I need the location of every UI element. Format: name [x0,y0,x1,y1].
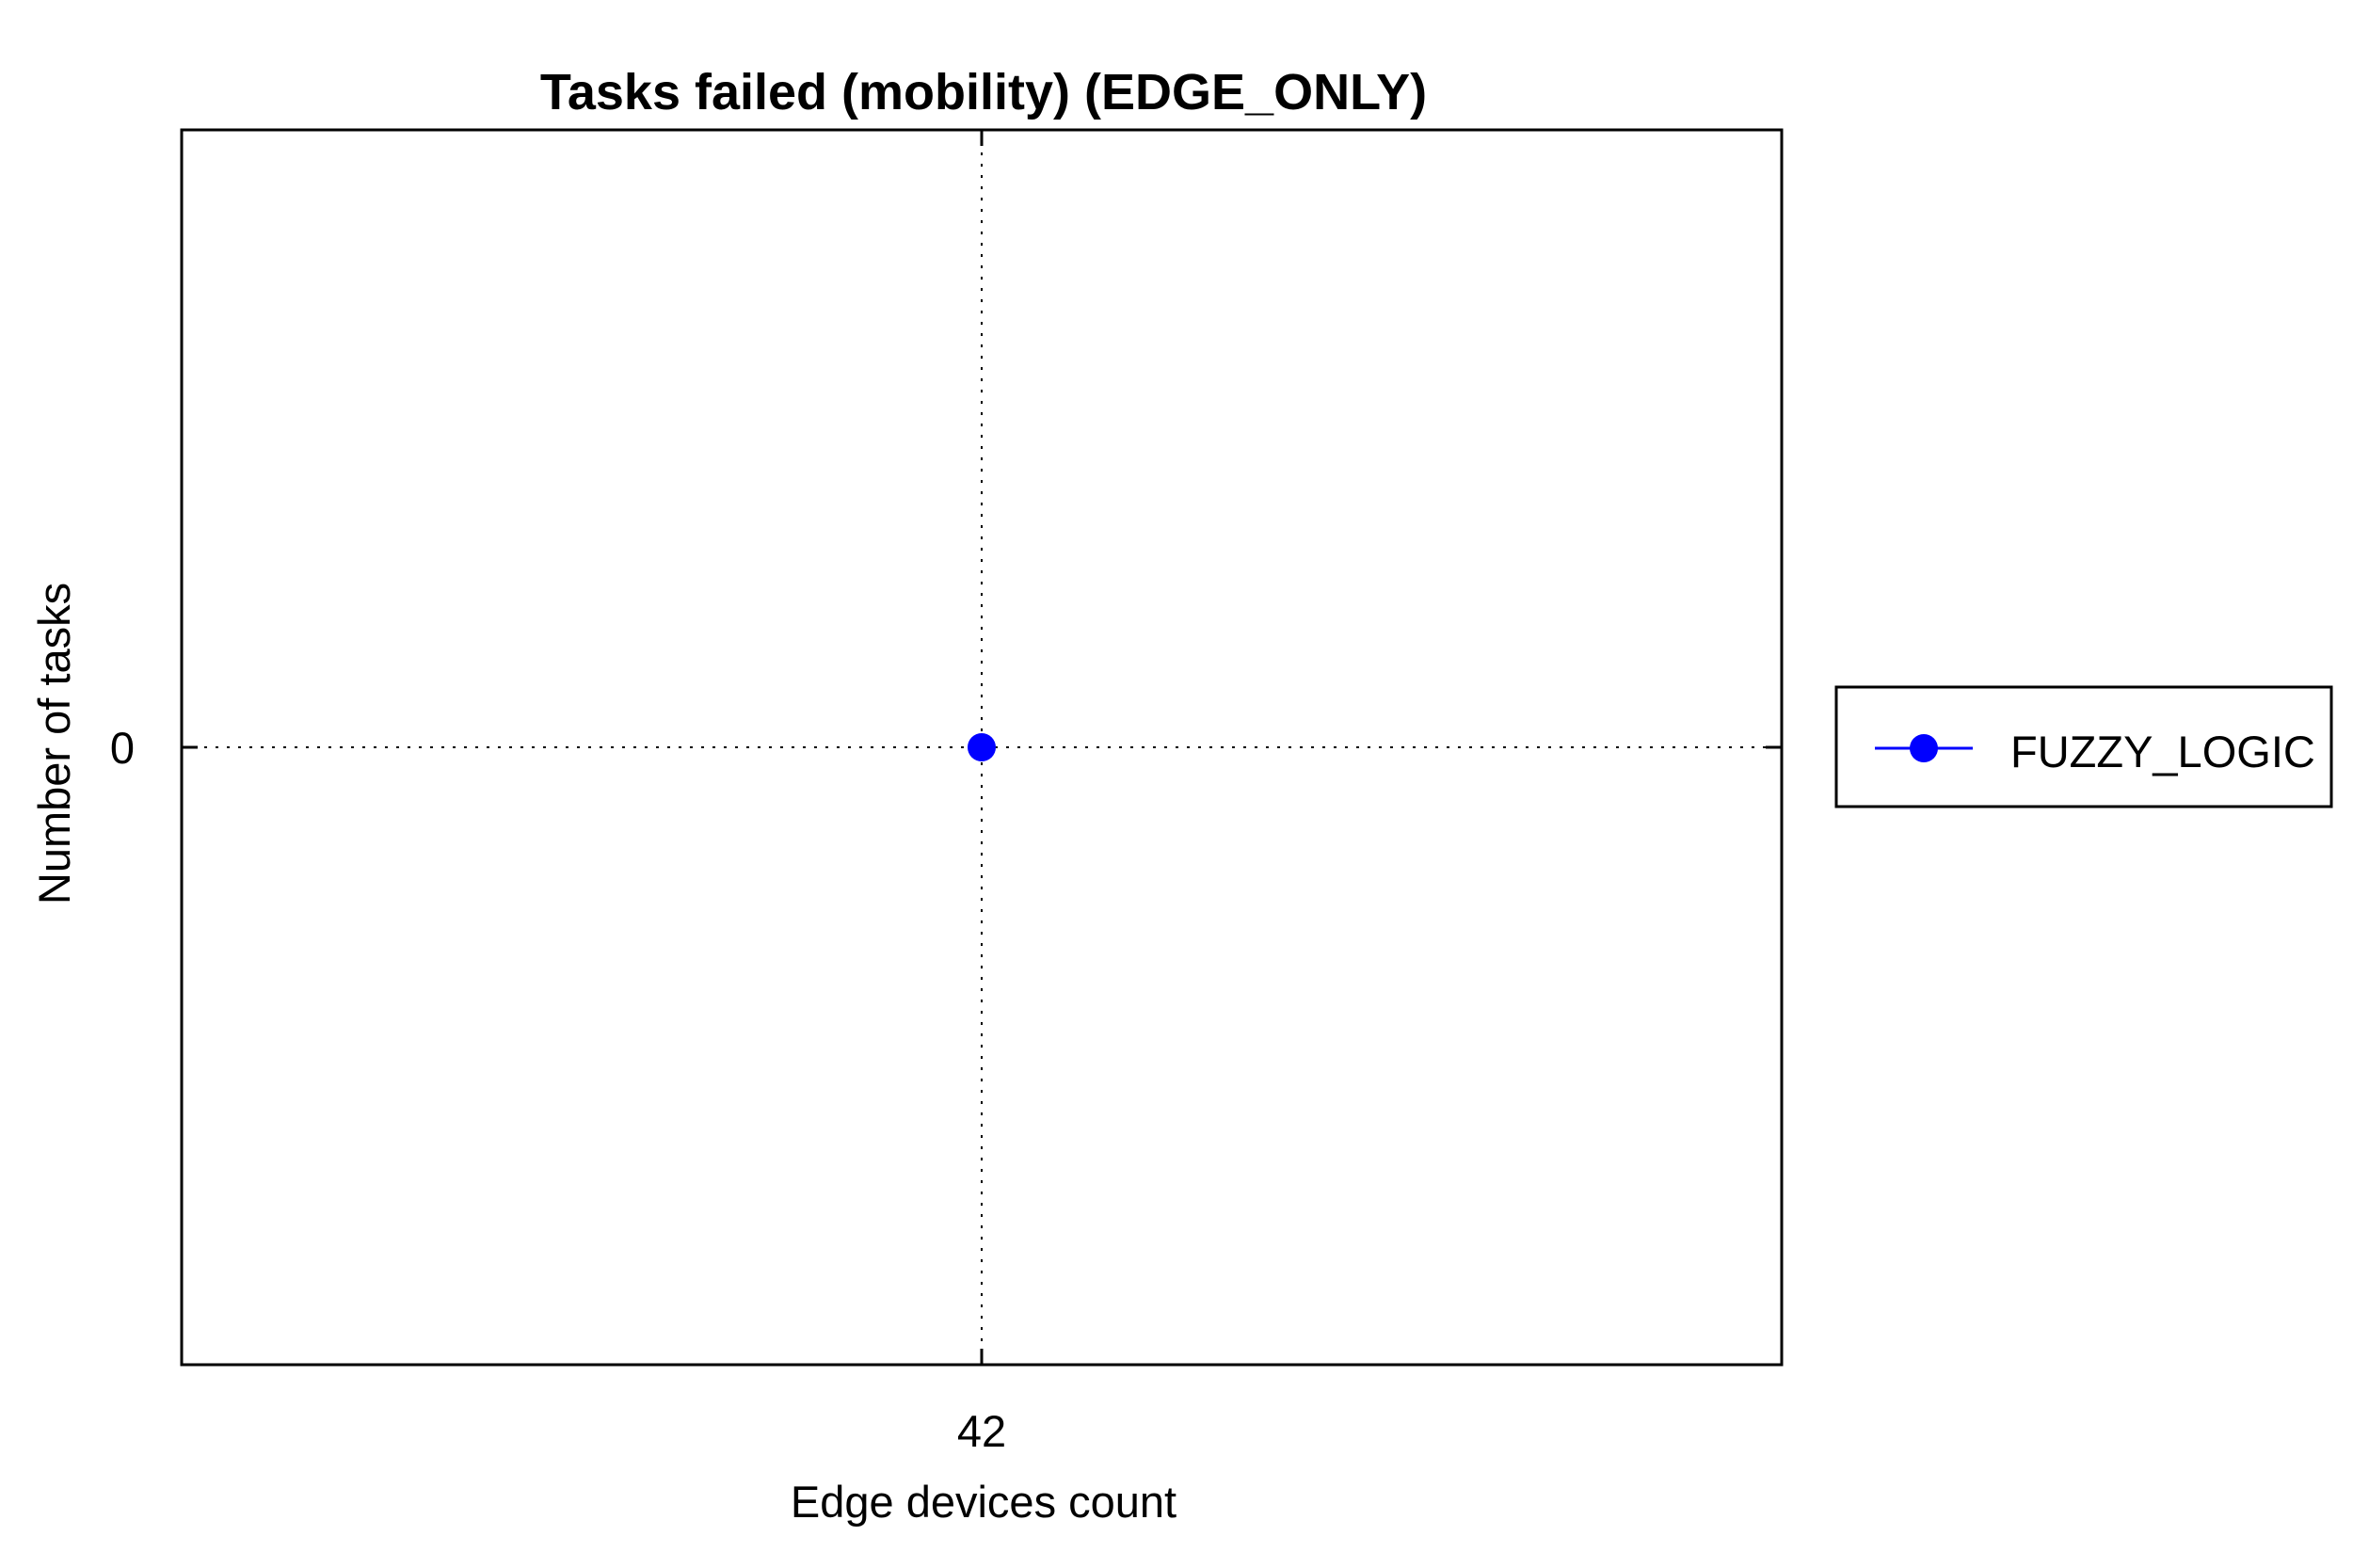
y-axis-label: Number of tasks [29,583,79,904]
legend-marker [1910,734,1938,762]
x-axis-label: Edge devices count [791,1477,1176,1527]
legend: FUZZY_LOGIC [1834,685,2333,808]
chart-title: Tasks failed (mobility) (EDGE_ONLY) [540,64,1427,120]
data-point [968,733,996,761]
series-layer [968,733,996,761]
x-tick-labels: 42 [957,1406,1006,1456]
y-tick-labels: 0 [110,723,135,773]
grid [182,130,1782,1365]
x-tick-label: 42 [957,1406,1006,1456]
legend-label: FUZZY_LOGIC [2010,727,2315,776]
y-tick-label: 0 [110,723,135,773]
axis-ticks [182,130,1782,1365]
